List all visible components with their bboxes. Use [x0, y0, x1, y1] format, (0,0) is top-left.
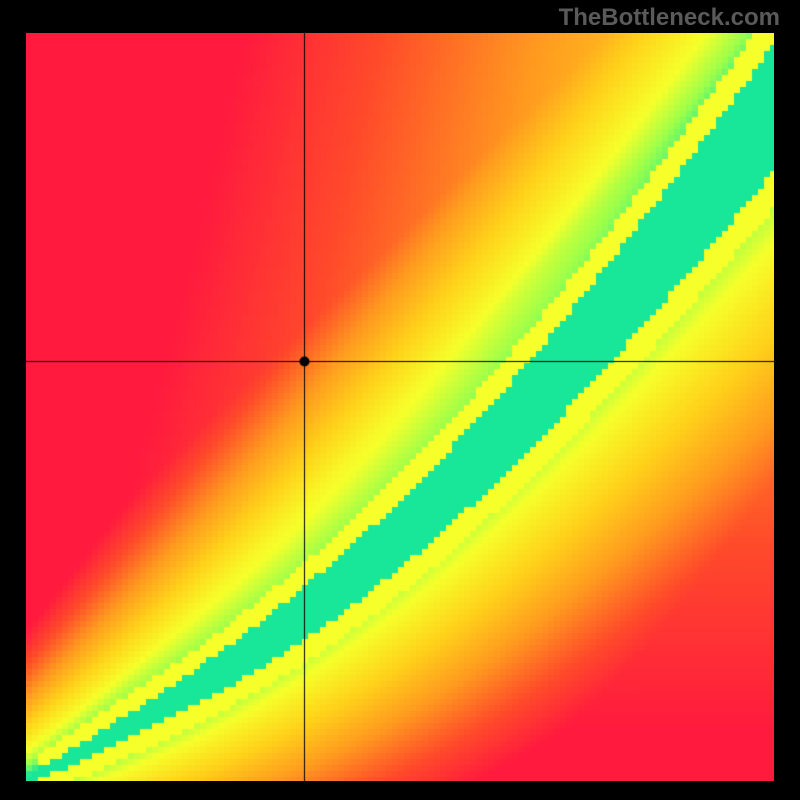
- watermark-text: TheBottleneck.com: [559, 4, 780, 32]
- chart-container: TheBottleneck.com: [0, 0, 800, 800]
- bottleneck-heatmap: [26, 33, 774, 781]
